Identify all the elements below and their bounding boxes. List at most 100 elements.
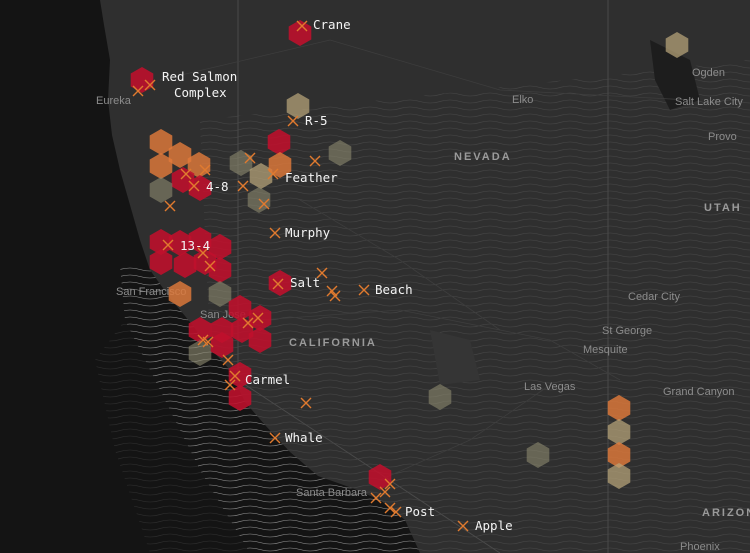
hexbin-cell[interactable] — [208, 234, 232, 260]
hexbin-cell[interactable] — [428, 384, 452, 410]
hexbin-cell[interactable] — [247, 187, 271, 213]
hexbin-cell[interactable] — [173, 252, 197, 278]
fire-x-icon[interactable] — [244, 152, 256, 164]
state-label-arizona: ARIZONA — [702, 507, 750, 519]
fire-x-icon[interactable] — [222, 354, 234, 366]
fire-x-icon[interactable] — [229, 370, 241, 382]
fire-x-icon[interactable] — [384, 502, 396, 514]
fire-x-icon[interactable] — [457, 520, 469, 532]
hexbin-cell[interactable] — [168, 142, 192, 168]
fire-x-icon[interactable] — [300, 397, 312, 409]
hexbin-cell[interactable] — [171, 167, 195, 193]
hexbin-cell[interactable] — [149, 229, 173, 255]
fire-label-salt[interactable]: Salt — [290, 275, 320, 290]
fire-x-icon[interactable] — [269, 227, 281, 239]
hexbin-cell[interactable] — [149, 177, 173, 203]
fire-x-icon[interactable] — [269, 432, 281, 444]
city-label-santa-barbara: Santa Barbara — [296, 487, 368, 499]
hexbin-cell[interactable] — [607, 442, 631, 468]
fire-x-icon[interactable] — [370, 492, 382, 504]
fire-x-icon[interactable] — [390, 506, 402, 518]
fire-x-icon[interactable] — [144, 79, 156, 91]
hexbin-cell[interactable] — [328, 140, 352, 166]
hexbin-cell[interactable] — [607, 419, 631, 445]
fire-label-murphy[interactable]: Murphy — [285, 225, 331, 240]
fire-label-beach[interactable]: Beach — [375, 282, 413, 297]
fire-label-carmel[interactable]: Carmel — [245, 372, 290, 387]
hexbin-cell[interactable] — [288, 20, 312, 46]
hexbin-cell[interactable] — [188, 175, 212, 201]
hexbin-cell[interactable] — [149, 153, 173, 179]
hexbin-cell[interactable] — [267, 129, 291, 155]
fire-x-icon[interactable] — [132, 85, 144, 97]
fire-x-icon[interactable] — [224, 379, 236, 391]
fire-x-icon[interactable] — [384, 478, 396, 490]
fire-x-icon[interactable] — [252, 312, 264, 324]
fire-x-icon[interactable] — [267, 168, 279, 180]
fire-label-feather[interactable]: Feather — [285, 170, 338, 185]
fire-x-icon[interactable] — [242, 317, 254, 329]
hexbin-cell[interactable] — [368, 464, 392, 490]
fire-label-whale[interactable]: Whale — [285, 430, 323, 445]
fire-x-icon[interactable] — [309, 155, 321, 167]
hexbin-cell[interactable] — [665, 32, 689, 58]
fire-label-r-5[interactable]: R-5 — [305, 113, 328, 128]
state-label-california: CALIFORNIA — [289, 337, 377, 349]
fire-label-post[interactable]: Post — [405, 504, 435, 519]
fire-x-icon[interactable] — [272, 278, 284, 290]
hexbin-cell[interactable] — [208, 281, 232, 307]
hexbin-cell[interactable] — [210, 332, 234, 358]
fire-x-icon[interactable] — [204, 260, 216, 272]
hexbin-cell[interactable] — [526, 442, 550, 468]
fire-x-icon[interactable] — [296, 20, 308, 32]
fire-x-icon[interactable] — [237, 180, 249, 192]
hexbin-cell[interactable] — [607, 395, 631, 421]
hexbin-cell[interactable] — [607, 463, 631, 489]
hexbin-cell[interactable] — [229, 150, 253, 176]
hexbin-cell[interactable] — [188, 340, 212, 366]
fire-label-13-4[interactable]: 13-4 — [180, 238, 210, 253]
hexbin-cell[interactable] — [168, 230, 192, 256]
city-label-las-vegas: Las Vegas — [524, 381, 576, 393]
hexbin-cell[interactable] — [249, 163, 273, 189]
fire-marker-layer — [132, 20, 469, 532]
fire-x-icon[interactable] — [358, 284, 370, 296]
hexbin-cell[interactable] — [268, 270, 292, 296]
fire-x-icon[interactable] — [188, 180, 200, 192]
city-label-elko: Elko — [512, 94, 533, 106]
fire-x-icon[interactable] — [180, 168, 192, 180]
fire-x-icon[interactable] — [326, 285, 338, 297]
hexbin-cell[interactable] — [228, 385, 252, 411]
fire-x-icon[interactable] — [197, 334, 209, 346]
hexbin-cell[interactable] — [248, 305, 272, 331]
hexbin-cell[interactable] — [188, 227, 212, 253]
fire-x-icon[interactable] — [162, 239, 174, 251]
hexbin-cell[interactable] — [208, 257, 232, 283]
fire-x-icon[interactable] — [197, 247, 209, 259]
hexbin-cell[interactable] — [286, 93, 310, 119]
fire-label-apple[interactable]: Apple — [475, 518, 513, 533]
city-label-cedar-city: Cedar City — [628, 291, 680, 303]
fire-label-crane[interactable]: Crane — [313, 17, 351, 32]
fire-x-icon[interactable] — [316, 267, 328, 279]
hexbin-cell[interactable] — [187, 152, 211, 178]
fire-label-4-8[interactable]: 4-8 — [206, 179, 229, 194]
fire-x-icon[interactable] — [287, 115, 299, 127]
hexbin-cell[interactable] — [268, 152, 292, 178]
city-label-ogden: Ogden — [692, 67, 725, 79]
fire-x-icon[interactable] — [379, 486, 391, 498]
fire-x-icon[interactable] — [199, 164, 211, 176]
city-label-eureka: Eureka — [96, 95, 132, 107]
hexbin-cell[interactable] — [149, 249, 173, 275]
fire-label-red-salmon-complex[interactable]: Red Salmon Complex — [162, 69, 237, 100]
fire-x-icon[interactable] — [258, 198, 270, 210]
hexbin-cell[interactable] — [228, 295, 252, 321]
city-label-salt-lake-city: Salt Lake City — [675, 96, 743, 108]
hexbin-cell[interactable] — [248, 327, 272, 353]
hexbin-cell[interactable] — [149, 129, 173, 155]
hexbin-cell[interactable] — [168, 281, 192, 307]
state-label-utah: UTAH — [704, 202, 742, 214]
fire-x-icon[interactable] — [329, 290, 341, 302]
fire-x-icon[interactable] — [164, 200, 176, 212]
